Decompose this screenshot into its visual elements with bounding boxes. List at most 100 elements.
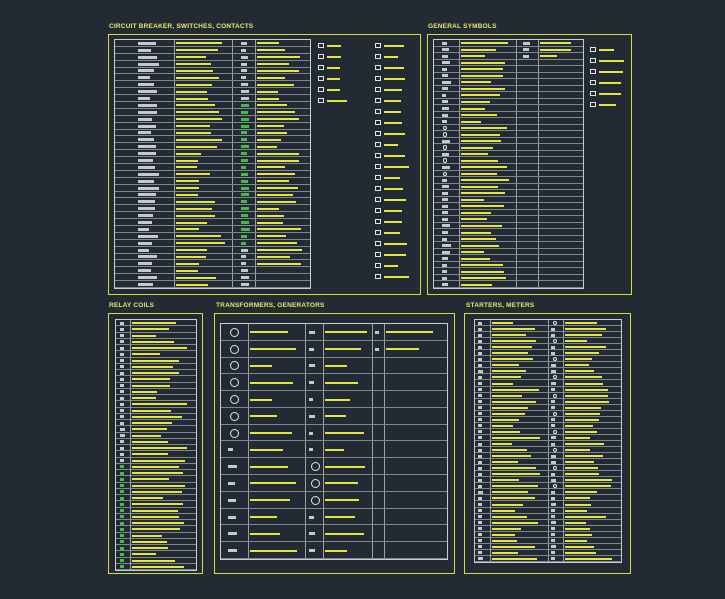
table-row — [475, 459, 621, 466]
symbol-label — [491, 352, 528, 355]
table-row — [434, 171, 583, 178]
symbol-icon — [441, 100, 448, 104]
table-row — [475, 411, 621, 417]
symbol-icon — [138, 227, 150, 231]
symbol-icon — [550, 460, 556, 464]
symbol-label — [175, 83, 212, 86]
symbol-label — [175, 159, 198, 162]
symbol-icon — [477, 533, 482, 537]
table-row — [115, 212, 310, 220]
symbol-icon — [550, 478, 556, 482]
symbol-icon — [227, 465, 237, 469]
symbol-label — [564, 485, 612, 488]
table-row — [116, 426, 196, 433]
panel-general-symbols — [427, 34, 632, 295]
symbol-label — [132, 559, 176, 562]
symbol-icon — [227, 549, 238, 553]
symbol-label — [564, 328, 606, 331]
legend-symbol-icon — [375, 109, 381, 114]
symbol-icon — [441, 67, 447, 71]
symbol-label — [257, 262, 302, 265]
symbol-label — [257, 173, 296, 176]
table-row — [115, 233, 310, 240]
symbol-label — [461, 257, 491, 260]
symbol-label — [175, 221, 208, 224]
symbol-icon — [241, 186, 250, 190]
symbol-label — [564, 491, 597, 494]
symbol-label — [461, 120, 482, 123]
symbol-icon — [477, 484, 483, 488]
symbol-icon — [441, 152, 449, 156]
symbol-label — [250, 331, 289, 334]
symbol-label — [175, 69, 214, 72]
symbol-icon — [119, 465, 124, 469]
symbol-icon — [441, 244, 451, 248]
table-row — [475, 489, 621, 496]
table-row — [434, 203, 583, 210]
symbol-label — [491, 382, 514, 385]
table-row — [221, 475, 447, 492]
legend-label — [384, 122, 403, 124]
legend-label — [384, 155, 406, 157]
legend-symbol-icon — [375, 43, 381, 48]
symbol-label — [491, 521, 539, 524]
symbol-label — [491, 461, 518, 464]
legend-symbol-icon — [318, 98, 324, 103]
symbol-icon — [241, 117, 249, 121]
symbol-icon — [553, 393, 558, 398]
symbol-icon — [138, 69, 154, 73]
symbol-icon — [138, 145, 157, 149]
symbol-icon — [241, 41, 247, 45]
symbol-label — [250, 465, 288, 468]
symbol-icon — [477, 551, 482, 555]
symbol-icon — [227, 498, 237, 502]
symbol-label — [175, 207, 213, 210]
symbol-icon — [550, 539, 556, 543]
symbol-icon — [477, 442, 482, 446]
symbol-label — [132, 390, 157, 393]
table-row — [115, 164, 310, 171]
panel-starters-meters — [464, 313, 631, 574]
symbol-label — [491, 539, 518, 542]
symbol-icon — [119, 471, 125, 475]
table-row — [116, 545, 196, 552]
symbol-label — [461, 100, 490, 103]
symbol-icon — [241, 165, 246, 169]
table-row — [475, 520, 621, 526]
symbol-icon — [550, 424, 555, 428]
table-row — [475, 423, 621, 429]
symbol-icon — [477, 339, 482, 343]
table-row — [116, 383, 196, 389]
symbol-icon — [553, 339, 558, 344]
legend-symbol-icon — [590, 102, 596, 107]
legend-label — [327, 45, 341, 47]
legend-label — [327, 100, 348, 102]
symbol-label — [175, 214, 216, 217]
symbol-icon — [441, 263, 447, 267]
table-row — [116, 376, 196, 383]
symbol-icon — [441, 191, 449, 195]
table-row — [434, 47, 583, 54]
symbol-label — [132, 415, 183, 418]
symbol-label — [564, 334, 603, 337]
symbol-label — [250, 432, 292, 435]
symbol-label — [461, 192, 506, 195]
symbol-label — [257, 207, 279, 210]
symbol-label — [491, 503, 523, 506]
symbol-icon — [477, 472, 482, 476]
table-row — [475, 526, 621, 532]
symbol-label — [324, 415, 347, 418]
symbol-icon — [241, 234, 248, 238]
symbol-label — [324, 549, 347, 552]
table-row — [116, 526, 196, 533]
table-row — [434, 73, 583, 80]
symbol-label — [132, 447, 188, 450]
symbol-label — [491, 515, 528, 518]
table-row — [116, 501, 196, 508]
symbol-label — [175, 193, 199, 196]
symbol-label — [491, 491, 529, 494]
symbol-icon — [241, 55, 249, 59]
symbol-label — [491, 443, 513, 446]
symbol-icon — [550, 509, 555, 513]
symbol-icon — [241, 172, 249, 176]
